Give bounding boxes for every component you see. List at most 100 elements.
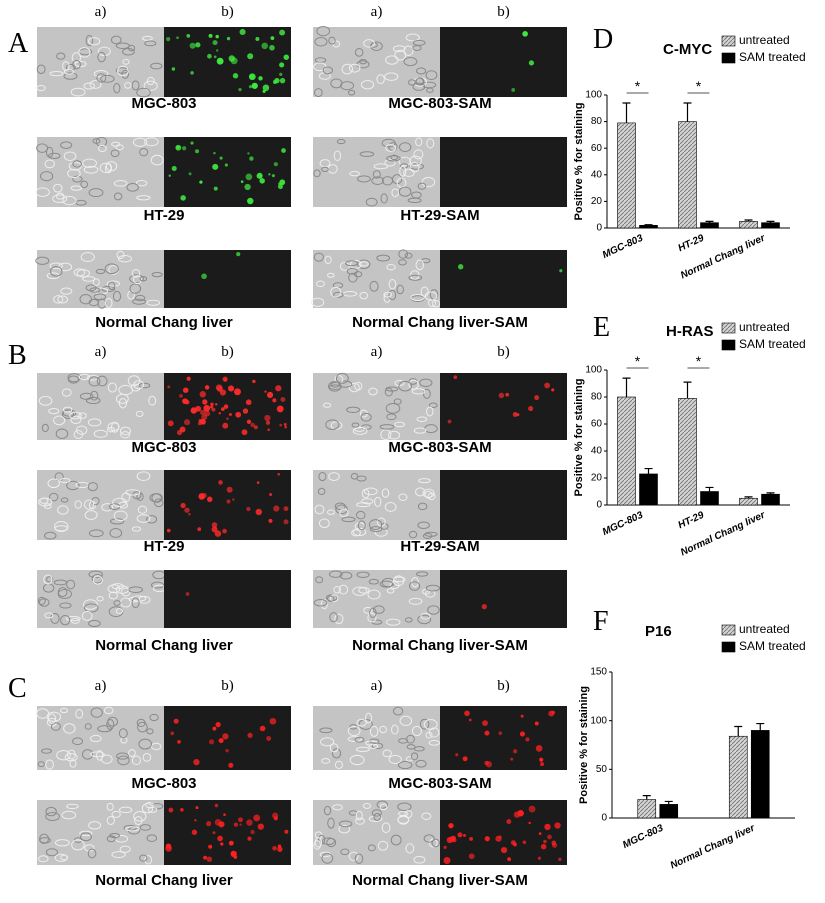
cell-texture (123, 825, 137, 831)
stain-spot (239, 823, 242, 826)
cell-texture (335, 504, 348, 515)
cell-texture (90, 751, 105, 758)
stain-spot (166, 37, 171, 42)
panel-letter: C (8, 673, 27, 704)
cell-texture (413, 855, 426, 864)
cell-texture (110, 518, 125, 525)
stain-spot (212, 831, 216, 835)
image-label: MGC-803 (131, 95, 196, 112)
stain-spot (218, 821, 225, 828)
stain-spot (176, 36, 179, 40)
cell-texture (44, 159, 55, 169)
cell-texture (418, 478, 431, 484)
stain-spot (255, 36, 260, 41)
cell-texture (388, 754, 402, 764)
y-tick-label: 0 (596, 500, 602, 511)
cell-texture (63, 72, 78, 80)
cell-texture (348, 382, 360, 393)
stain-spot (214, 530, 222, 537)
error-bar (734, 725, 743, 737)
cell-texture (126, 183, 139, 192)
cell-texture (135, 410, 144, 418)
cell-texture (88, 188, 104, 198)
cell-texture (129, 274, 144, 284)
stain-spot (222, 733, 229, 740)
cell-texture (416, 67, 427, 75)
cell-texture (408, 379, 419, 390)
stain-spot (223, 404, 229, 409)
cell-texture (424, 291, 438, 301)
cell-texture (146, 299, 161, 306)
cell-texture (393, 398, 402, 405)
cell-texture (398, 738, 409, 744)
cell-texture (125, 826, 140, 832)
cell-texture (107, 584, 121, 594)
cell-texture (146, 834, 158, 842)
cell-texture (392, 575, 405, 586)
cell-texture (55, 192, 65, 200)
cell-texture (356, 571, 370, 578)
cell-texture (386, 263, 396, 271)
cell-texture (106, 426, 115, 433)
stain-spot (264, 390, 267, 393)
cell-texture (412, 39, 426, 46)
cell-texture (386, 155, 401, 162)
legend-swatch (721, 322, 736, 334)
y-tick-label: 80 (591, 116, 603, 127)
cell-texture (72, 175, 83, 183)
stain-spot (201, 414, 208, 421)
cell-texture (92, 575, 103, 585)
cell-texture (423, 388, 431, 399)
cell-texture (88, 821, 102, 830)
cell-texture (54, 521, 69, 532)
cell-texture (133, 811, 147, 822)
cell-texture (398, 186, 412, 197)
stain-spot (249, 156, 254, 161)
stain-spot (520, 714, 524, 718)
stain-spot (269, 44, 275, 51)
stain-spot (199, 180, 203, 184)
cell-texture (93, 429, 108, 438)
stain-spot (247, 53, 254, 60)
cell-texture (84, 510, 98, 520)
cell-texture (88, 570, 103, 579)
panel-letter: B (8, 340, 27, 371)
cell-texture (97, 725, 113, 733)
stain-spot (279, 423, 283, 427)
cell-texture (111, 851, 126, 859)
stain-spot (201, 492, 207, 498)
cell-texture (108, 281, 116, 290)
cell-texture (49, 492, 59, 502)
cell-texture (409, 163, 424, 170)
stain-spot (481, 604, 487, 610)
cell-texture (54, 853, 68, 862)
cell-texture (398, 156, 412, 167)
error-bar (622, 102, 631, 123)
cell-texture (92, 278, 100, 287)
stain-spot (170, 731, 175, 736)
cell-texture (150, 154, 164, 166)
error-bar (756, 722, 765, 731)
cell-texture (415, 77, 425, 86)
stain-spot (213, 55, 217, 59)
cell-texture (368, 578, 379, 585)
cell-texture (321, 837, 336, 846)
cell-texture (48, 152, 61, 160)
cell-texture (82, 749, 94, 760)
column-label: a) (371, 344, 383, 360)
cell-texture (425, 70, 438, 81)
stain-spot (233, 855, 238, 859)
y-tick-label: 100 (585, 365, 602, 376)
stain-spot (240, 180, 244, 183)
cell-texture (381, 488, 390, 498)
cell-texture (93, 293, 107, 301)
cell-texture (83, 499, 95, 510)
cell-texture (137, 721, 148, 733)
cell-texture (409, 270, 420, 280)
brightfield-image (37, 570, 164, 628)
cell-texture (323, 805, 332, 816)
cell-texture (415, 259, 424, 271)
cell-texture (385, 618, 401, 626)
stain-spot (256, 481, 260, 484)
stain-spot (447, 419, 452, 424)
